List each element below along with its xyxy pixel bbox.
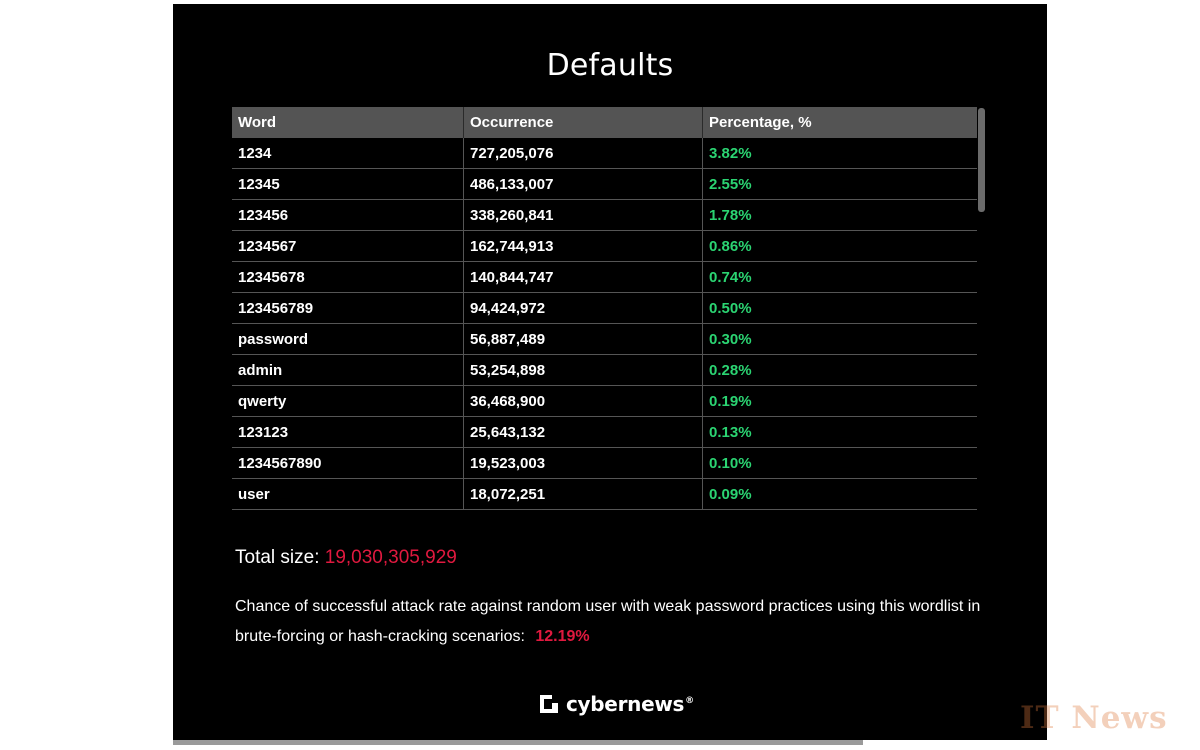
cell-occurrence: 140,844,747: [463, 261, 703, 293]
cell-percentage: 2.55%: [702, 168, 977, 200]
cell-occurrence: 36,468,900: [463, 385, 703, 417]
cell-word: password: [232, 323, 464, 355]
wordlist-table-container[interactable]: Word Occurrence Percentage, % 1234 727,20…: [232, 107, 986, 511]
table-row: 1234567890 19,523,003 0.10%: [232, 447, 977, 479]
brand-name: cybernews®: [566, 692, 694, 716]
cell-occurrence: 19,523,003: [463, 447, 703, 479]
table-row: 12345 486,133,007 2.55%: [232, 168, 977, 200]
table-row: 123456789 94,424,972 0.50%: [232, 292, 977, 324]
table-row: admin 53,254,898 0.28%: [232, 354, 977, 386]
cell-percentage: 0.28%: [702, 354, 977, 386]
cybernews-logo-icon: [540, 695, 558, 713]
attack-chance-description: Chance of successful attack rate against…: [235, 598, 981, 645]
column-header-word: Word: [232, 107, 464, 138]
cell-word: qwerty: [232, 385, 464, 417]
total-size: Total size: 19,030,305,929: [235, 547, 457, 569]
cell-occurrence: 25,643,132: [463, 416, 703, 448]
cell-occurrence: 18,072,251: [463, 478, 703, 510]
cell-word: 12345: [232, 168, 464, 200]
cell-percentage: 0.50%: [702, 292, 977, 324]
cell-percentage: 0.10%: [702, 447, 977, 479]
cell-percentage: 0.30%: [702, 323, 977, 355]
cell-word: 123123: [232, 416, 464, 448]
table-header-row: Word Occurrence Percentage, %: [232, 107, 977, 138]
page-horizontal-scrollbar[interactable]: [173, 740, 863, 745]
column-header-percentage: Percentage, %: [702, 107, 977, 138]
cell-percentage: 0.19%: [702, 385, 977, 417]
total-size-label: Total size:: [235, 547, 320, 568]
page-title: Defaults: [546, 48, 674, 83]
wordlist-table: Word Occurrence Percentage, % 1234 727,20…: [232, 107, 977, 510]
cybernews-logo: cybernews®: [540, 692, 694, 716]
cell-occurrence: 56,887,489: [463, 323, 703, 355]
attack-chance-value: 12.19%: [535, 628, 590, 645]
table-row: 12345678 140,844,747 0.74%: [232, 261, 977, 293]
table-vertical-scrollbar[interactable]: [978, 108, 985, 212]
cell-word: user: [232, 478, 464, 510]
total-size-value: 19,030,305,929: [324, 547, 457, 568]
cell-percentage: 1.78%: [702, 199, 977, 231]
cell-occurrence: 162,744,913: [463, 230, 703, 262]
table-row: user 18,072,251 0.09%: [232, 478, 977, 510]
table-body: 1234 727,205,076 3.82% 12345 486,133,007 2.55…: [232, 138, 977, 510]
cell-occurrence: 94,424,972: [463, 292, 703, 324]
table-row: password 56,887,489 0.30%: [232, 323, 977, 355]
column-header-occurrence: Occurrence: [463, 107, 703, 138]
table-row: 123456 338,260,841 1.78%: [232, 199, 977, 231]
cell-percentage: 0.74%: [702, 261, 977, 293]
cell-occurrence: 486,133,007: [463, 168, 703, 200]
cell-percentage: 0.09%: [702, 478, 977, 510]
watermark: IT News: [1020, 700, 1168, 736]
table-row: qwerty 36,468,900 0.19%: [232, 385, 977, 417]
cell-word: 1234: [232, 138, 464, 169]
cell-occurrence: 53,254,898: [463, 354, 703, 386]
cell-word: 123456: [232, 199, 464, 231]
cell-percentage: 3.82%: [702, 138, 977, 169]
cell-word: 12345678: [232, 261, 464, 293]
cell-percentage: 0.13%: [702, 416, 977, 448]
table-row: 1234 727,205,076 3.82%: [232, 138, 977, 169]
cell-percentage: 0.86%: [702, 230, 977, 262]
content-panel: Defaults Word Occurrence Percentage, % 1…: [173, 4, 1047, 740]
table-row: 1234567 162,744,913 0.86%: [232, 230, 977, 262]
cell-occurrence: 338,260,841: [463, 199, 703, 231]
cell-word: 123456789: [232, 292, 464, 324]
table-row: 123123 25,643,132 0.13%: [232, 416, 977, 448]
attack-chance-text: Chance of successful attack rate against…: [235, 592, 995, 652]
cell-word: 1234567: [232, 230, 464, 262]
cell-word: 1234567890: [232, 447, 464, 479]
cell-word: admin: [232, 354, 464, 386]
cell-occurrence: 727,205,076: [463, 138, 703, 169]
